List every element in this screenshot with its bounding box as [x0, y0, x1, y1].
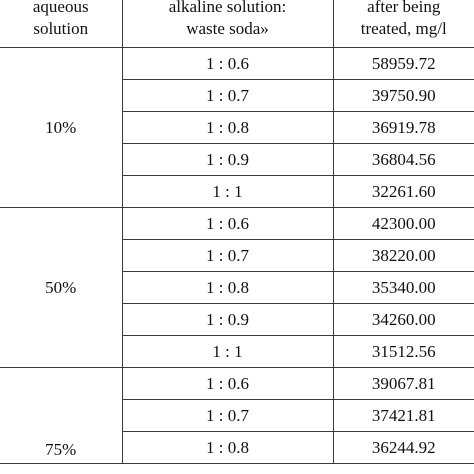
header-concentration-line-1: aqueous	[32, 0, 89, 16]
ratio-cell: 1 : 0.8	[122, 431, 334, 464]
ratio-cell: 1 : 0.7	[122, 399, 334, 432]
table-row: 10% 1 : 0.6 58959.72	[0, 47, 474, 208]
table-row: 1 : 1 32261.60	[0, 175, 474, 208]
ratio-cell: 1 : 0.9	[122, 303, 334, 336]
value-cell: 39750.90	[332, 79, 474, 112]
value-cell: 37421.81	[332, 399, 474, 432]
table-row: 1 : 0.7 39750.90	[0, 79, 474, 112]
ratio-cell: 1 : 0.8	[122, 111, 334, 144]
header-ratio-line-1: alkaline solution:	[168, 0, 287, 16]
header-concentration: aqueous solution	[0, 0, 123, 48]
table-row: 1 : 0.8 35340.00	[0, 271, 474, 304]
header-value-line-1: after being	[367, 0, 441, 16]
header-value-line-2: treated, mg/l	[360, 18, 447, 38]
value-cell: 36804.56	[332, 143, 474, 176]
value-cell: 39067.81	[332, 367, 474, 400]
value-cell: 58959.72	[332, 47, 474, 80]
value-cell: 34260.00	[332, 303, 474, 336]
value-cell: 31512.56	[332, 335, 474, 368]
table-container: aqueous solution alkaline solution: wast…	[0, 0, 474, 464]
header-concentration-line-2: solution	[33, 18, 89, 38]
table-row: 1 : 0.8 36244.92	[0, 431, 474, 464]
header-value: after being treated, mg/l	[332, 0, 474, 48]
value-cell: 35340.00	[332, 271, 474, 304]
ratio-cell: 1 : 1	[122, 175, 334, 208]
concentration-cell: 10%	[0, 47, 123, 208]
value-cell: 36919.78	[332, 111, 474, 144]
table-row: 1 : 0.9 34260.00	[0, 303, 474, 336]
ratio-cell: 1 : 0.6	[121, 207, 334, 240]
ratio-cell: 1 : 0.6	[121, 47, 334, 80]
data-table: aqueous solution alkaline solution: wast…	[0, 0, 474, 464]
header-ratio-line-2: waste soda»	[186, 18, 269, 38]
table-row: 1 : 0.7 38220.00	[0, 239, 474, 272]
value-cell: 42300.00	[332, 207, 474, 240]
table-row: 1 : 1 31512.56	[0, 335, 474, 368]
ratio-cell: 1 : 0.6	[121, 367, 334, 400]
value-cell: 38220.00	[332, 239, 474, 272]
table-row: 1 : 0.7 37421.81	[0, 399, 474, 432]
table-row: 50% 1 : 0.6 42300.00	[0, 207, 474, 368]
header-row: aqueous solution alkaline solution: wast…	[0, 0, 474, 48]
ratio-cell: 1 : 1	[122, 335, 334, 368]
ratio-cell: 1 : 0.8	[122, 271, 334, 304]
table-row: 75% 1 : 0.6 39067.81	[0, 367, 474, 464]
value-cell: 32261.60	[332, 175, 474, 208]
concentration-cell: 50%	[0, 207, 123, 368]
ratio-cell: 1 : 0.7	[122, 239, 334, 272]
ratio-cell: 1 : 0.7	[122, 79, 334, 112]
ratio-cell: 1 : 0.9	[122, 143, 334, 176]
value-cell: 36244.92	[332, 431, 474, 464]
concentration-cell: 75%	[0, 367, 123, 464]
header-ratio: alkaline solution: waste soda»	[121, 0, 334, 48]
